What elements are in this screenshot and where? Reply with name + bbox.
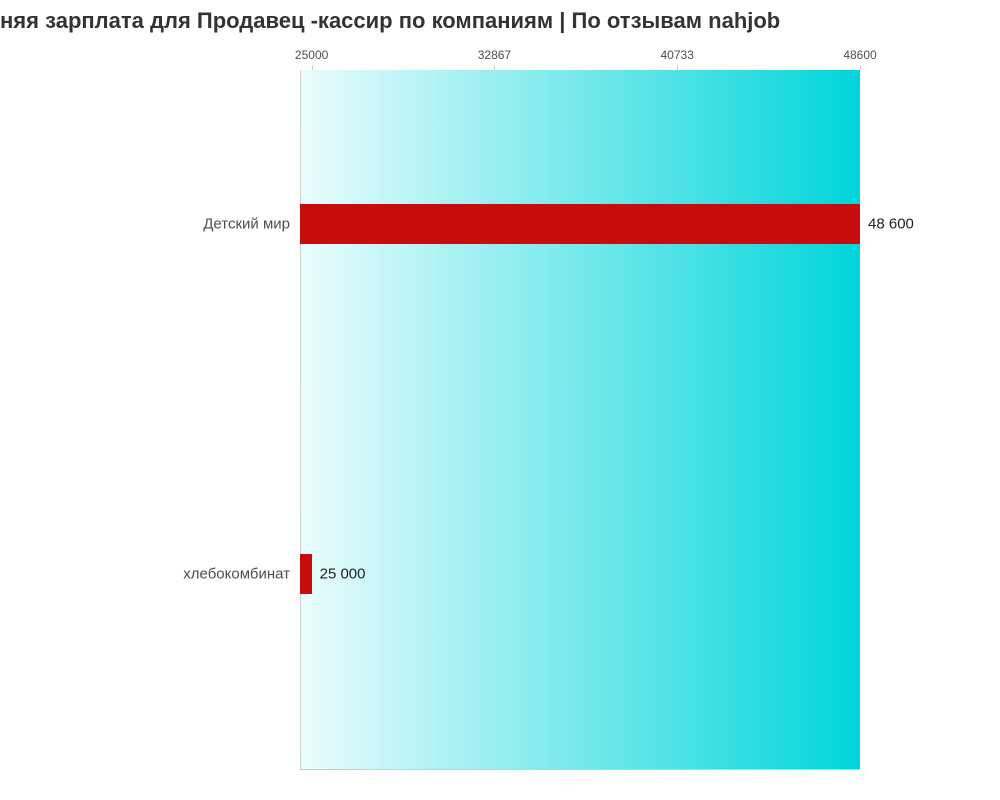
x-tick-label: 25000 <box>295 48 328 62</box>
plot-background <box>300 70 860 770</box>
chart-title: няя зарплата для Продавец -кассир по ком… <box>0 8 1000 34</box>
x-tick-mark <box>312 65 313 70</box>
bar-value-label: 48 600 <box>860 216 914 233</box>
x-tick-mark <box>494 65 495 70</box>
bar-value-label: 25 000 <box>312 566 366 583</box>
chart-area: 25000 32867 40733 48600 Детский мир хлеб… <box>300 70 860 770</box>
x-tick-label: 40733 <box>661 48 694 62</box>
x-tick-label: 48600 <box>843 48 876 62</box>
bar: 25 000 <box>300 554 312 594</box>
x-tick-label: 32867 <box>478 48 511 62</box>
y-category-label: Детский мир <box>203 216 300 233</box>
x-tick-mark <box>677 65 678 70</box>
y-category-label: хлебокомбинат <box>183 566 300 583</box>
bar: 48 600 <box>300 204 860 244</box>
x-tick-mark <box>860 65 861 70</box>
